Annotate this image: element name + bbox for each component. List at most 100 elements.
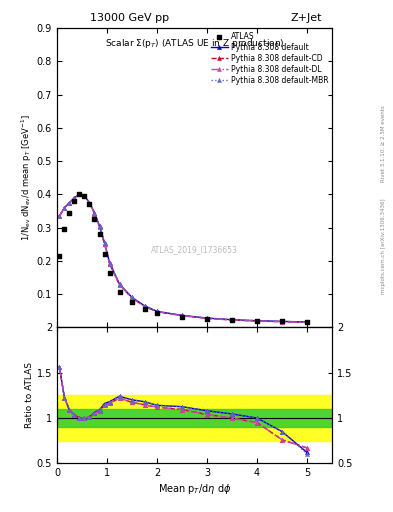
Pythia 8.308 default	[155, 308, 160, 314]
ATLAS	[154, 309, 160, 317]
ATLAS	[116, 288, 123, 296]
ATLAS	[304, 317, 310, 326]
Text: Z+Jet: Z+Jet	[291, 13, 322, 23]
Pythia 8.308 default-CD	[280, 318, 285, 325]
Pythia 8.308 default-DL	[87, 200, 92, 206]
Pythia 8.308 default-CD	[67, 200, 72, 206]
Pythia 8.308 default-CD	[97, 224, 102, 230]
Pythia 8.308 default	[117, 281, 122, 287]
Pythia 8.308 default-DL	[107, 261, 112, 267]
Pythia 8.308 default-MBR	[205, 315, 209, 321]
ATLAS	[66, 208, 73, 217]
Text: Scalar $\Sigma$(p$_T$) (ATLAS UE in Z production): Scalar $\Sigma$(p$_T$) (ATLAS UE in Z pr…	[105, 37, 285, 50]
Pythia 8.308 default	[97, 223, 102, 229]
Pythia 8.308 default-CD	[57, 213, 62, 219]
Pythia 8.308 default-CD	[102, 241, 107, 247]
Pythia 8.308 default-MBR	[82, 193, 87, 199]
Pythia 8.308 default-CD	[82, 193, 87, 199]
ATLAS	[81, 192, 88, 200]
ATLAS	[107, 268, 113, 276]
Legend: ATLAS, Pythia 8.308 default, Pythia 8.308 default-CD, Pythia 8.308 default-DL, P: ATLAS, Pythia 8.308 default, Pythia 8.30…	[209, 30, 330, 86]
Pythia 8.308 default-DL	[180, 313, 184, 319]
Pythia 8.308 default	[62, 205, 67, 211]
ATLAS	[141, 305, 148, 313]
Pythia 8.308 default-CD	[92, 210, 97, 217]
Pythia 8.308 default-MBR	[180, 312, 184, 318]
Pythia 8.308 default	[87, 200, 92, 206]
Pythia 8.308 default-DL	[280, 318, 285, 325]
Pythia 8.308 default	[67, 200, 72, 206]
Line: Pythia 8.308 default: Pythia 8.308 default	[57, 193, 309, 324]
Pythia 8.308 default-CD	[142, 303, 147, 309]
Pythia 8.308 default	[57, 213, 62, 219]
Y-axis label: 1/N$_{\sf ev}$ dN$_{\sf ev}$/d mean p$_{\sf T}$ [GeV$^{-1}$]: 1/N$_{\sf ev}$ dN$_{\sf ev}$/d mean p$_{…	[20, 114, 34, 241]
Text: 13000 GeV pp: 13000 GeV pp	[90, 13, 169, 23]
Pythia 8.308 default-DL	[62, 205, 67, 211]
Pythia 8.308 default-CD	[77, 191, 82, 198]
Y-axis label: Ratio to ATLAS: Ratio to ATLAS	[25, 362, 34, 429]
Pythia 8.308 default	[130, 294, 134, 301]
Pythia 8.308 default-CD	[72, 195, 77, 201]
Pythia 8.308 default-MBR	[280, 318, 285, 325]
Pythia 8.308 default-CD	[117, 282, 122, 288]
Pythia 8.308 default-DL	[57, 213, 62, 219]
Pythia 8.308 default-MBR	[107, 260, 112, 266]
Pythia 8.308 default-CD	[155, 309, 160, 315]
ATLAS	[254, 316, 260, 325]
Pythia 8.308 default-DL	[230, 317, 234, 323]
Pythia 8.308 default	[72, 195, 77, 201]
ATLAS	[204, 314, 210, 323]
Pythia 8.308 default-DL	[97, 224, 102, 230]
Pythia 8.308 default-DL	[142, 303, 147, 309]
ATLAS	[101, 250, 108, 259]
Pythia 8.308 default-DL	[72, 195, 77, 201]
ATLAS	[279, 317, 285, 326]
Pythia 8.308 default-DL	[77, 191, 82, 198]
Line: Pythia 8.308 default-MBR: Pythia 8.308 default-MBR	[57, 193, 309, 324]
Pythia 8.308 default	[77, 191, 82, 198]
Pythia 8.308 default-DL	[155, 309, 160, 315]
Pythia 8.308 default-MBR	[97, 223, 102, 229]
Pythia 8.308 default-CD	[255, 318, 259, 324]
Pythia 8.308 default-CD	[305, 319, 309, 326]
X-axis label: Mean p$_T$/d$\eta$ d$\phi$: Mean p$_T$/d$\eta$ d$\phi$	[158, 482, 231, 497]
ATLAS	[72, 197, 78, 205]
Pythia 8.308 default-MBR	[72, 195, 77, 201]
Pythia 8.308 default-MBR	[142, 303, 147, 309]
Pythia 8.308 default-DL	[67, 200, 72, 206]
Pythia 8.308 default	[102, 240, 107, 246]
Pythia 8.308 default-CD	[62, 205, 67, 211]
Pythia 8.308 default-MBR	[102, 240, 107, 246]
Pythia 8.308 default-MBR	[130, 294, 134, 301]
ATLAS	[56, 252, 62, 260]
Pythia 8.308 default-CD	[180, 313, 184, 319]
ATLAS	[76, 190, 83, 199]
Pythia 8.308 default-CD	[107, 261, 112, 267]
Pythia 8.308 default-DL	[130, 295, 134, 301]
Pythia 8.308 default-MBR	[87, 200, 92, 206]
Pythia 8.308 default	[107, 260, 112, 266]
Pythia 8.308 default-DL	[82, 193, 87, 199]
Pythia 8.308 default-MBR	[57, 213, 62, 219]
ATLAS	[86, 200, 93, 208]
Pythia 8.308 default	[230, 316, 234, 323]
Pythia 8.308 default-MBR	[255, 317, 259, 324]
Pythia 8.308 default-DL	[117, 282, 122, 288]
Pythia 8.308 default	[305, 319, 309, 325]
Text: mcplots.cern.ch [arXiv:1306.3436]: mcplots.cern.ch [arXiv:1306.3436]	[381, 198, 386, 293]
Pythia 8.308 default-DL	[102, 241, 107, 247]
ATLAS	[96, 230, 103, 239]
ATLAS	[61, 225, 68, 233]
Pythia 8.308 default-MBR	[92, 209, 97, 216]
Text: ATLAS_2019_I1736653: ATLAS_2019_I1736653	[151, 246, 238, 254]
Pythia 8.308 default-CD	[130, 295, 134, 301]
Pythia 8.308 default	[180, 312, 184, 318]
Pythia 8.308 default-MBR	[155, 308, 160, 314]
Pythia 8.308 default	[142, 303, 147, 309]
Line: Pythia 8.308 default-CD: Pythia 8.308 default-CD	[57, 193, 309, 325]
Pythia 8.308 default-DL	[255, 318, 259, 324]
Pythia 8.308 default-DL	[92, 210, 97, 217]
Pythia 8.308 default-MBR	[62, 205, 67, 211]
Pythia 8.308 default-CD	[230, 317, 234, 323]
Pythia 8.308 default-MBR	[77, 191, 82, 198]
